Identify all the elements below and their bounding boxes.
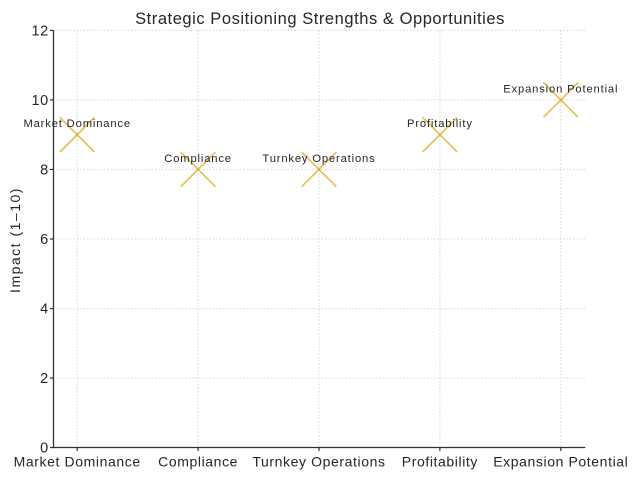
svg-text:Market Dominance: Market Dominance [14,453,141,469]
svg-text:6: 6 [40,232,49,248]
svg-text:2: 2 [40,371,49,387]
svg-text:Profitability: Profitability [402,453,478,469]
svg-text:0: 0 [40,441,49,457]
svg-text:Turnkey Operations: Turnkey Operations [252,453,385,469]
svg-text:Market Dominance: Market Dominance [23,118,131,130]
svg-text:Expansion Potential: Expansion Potential [503,84,618,96]
svg-text:Strategic Positioning Strength: Strategic Positioning Strengths & Opport… [135,10,505,28]
svg-text:10: 10 [32,93,49,109]
svg-text:Turnkey Operations: Turnkey Operations [262,153,375,165]
svg-text:Expansion Potential: Expansion Potential [493,453,628,469]
svg-text:4: 4 [40,302,49,318]
svg-text:12: 12 [32,23,49,39]
svg-text:Impact (1–10): Impact (1–10) [7,187,23,293]
svg-text:Compliance: Compliance [158,453,238,469]
svg-text:Compliance: Compliance [164,153,232,165]
svg-text:Profitability: Profitability [407,118,473,130]
svg-text:8: 8 [40,162,49,178]
